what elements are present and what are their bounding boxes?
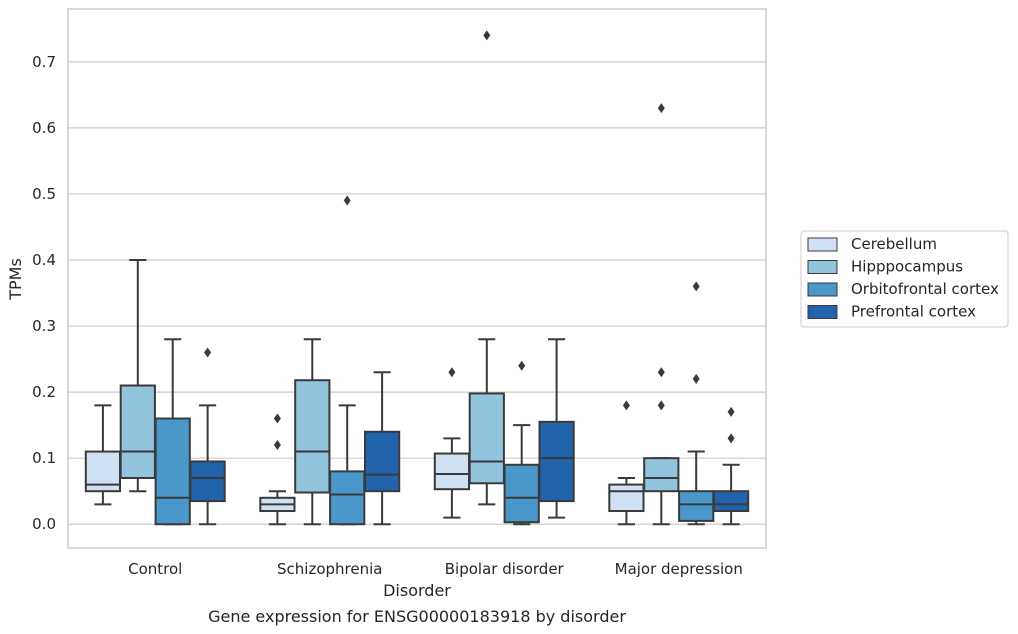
box-group [712,406,750,526]
outlier-point [448,367,456,378]
box-group [259,413,296,526]
plot-frame [67,8,767,549]
y-tick-label: 0.5 [32,185,56,203]
legend-item: Prefrontal cortex [807,303,976,321]
y-tick-label: 0.3 [32,317,56,335]
legend: Cerebellum Hipppocampus Orbitofrontal cort… [800,230,1009,328]
figure-caption: Gene expression for ENSG00000183918 by d… [208,607,626,626]
box-group [678,281,715,526]
box [712,490,750,513]
x-axis-ticks: Control Schizophrenia Bipolar disorder Majo… [128,560,743,578]
legend-label: Hipppocampus [851,258,963,276]
y-tick-label: 0.0 [32,515,56,533]
box [538,420,575,503]
y-tick-label: 0.2 [32,383,56,401]
outlier-point [343,195,351,206]
box [503,463,540,524]
box [468,392,505,485]
outlier-point [727,406,735,417]
box-group [608,400,645,526]
legend-label: Orbitofrontal cortex [851,280,999,298]
outlier-point [657,103,665,114]
outlier-point [273,439,281,450]
outlier-point [727,433,735,444]
box-group [84,404,122,506]
outlier-point [518,360,526,371]
box [294,379,331,494]
box-group [119,259,156,493]
y-tick-label: 0.6 [32,119,56,137]
legend-label: Prefrontal cortex [851,303,976,321]
box [154,417,191,526]
box [608,483,645,513]
outlier-point [657,400,665,411]
box-group [294,338,331,526]
box [189,460,226,503]
outlier-point [273,413,281,424]
outlier-point [657,367,665,378]
y-tick-label: 0.4 [32,251,56,269]
legend-label: Cerebellum [851,235,937,253]
legend-item: Orbitofrontal cortex [807,280,999,298]
y-axis-ticks: 0.0 0.1 0.2 0.3 0.4 0.5 0.6 0.7 [32,53,56,533]
legend-items: Cerebellum Hipppocampus Orbitofrontal cort… [807,235,999,321]
box [433,452,471,491]
box-group [154,338,191,526]
x-axis-title: Disorder [383,581,451,600]
box-group [433,367,471,519]
legend-swatch [807,282,838,297]
y-tick-label: 0.7 [32,53,56,71]
y-axis-title: TPMs [6,258,25,301]
box-group [468,30,505,506]
x-tick-label: Major depression [615,560,743,578]
x-tick-label: Bipolar disorder [445,560,565,578]
box-group [538,338,575,519]
x-tick-label: Control [128,560,182,578]
box [363,430,401,493]
legend-frame [800,230,1009,328]
y-tick-label: 0.1 [32,449,56,467]
box [329,470,366,526]
legend-swatch [807,305,838,319]
outlier-point [692,281,700,292]
box [678,490,715,522]
legend-item: Hipppocampus [807,258,963,276]
legend-item: Cerebellum [807,235,937,253]
box-group [189,347,226,526]
outlier-point [622,400,630,411]
outlier-point [483,30,491,41]
plot-boxes [84,30,750,526]
box-group [643,103,680,526]
outlier-point [204,347,212,358]
box [119,384,156,479]
x-tick-label: Schizophrenia [277,560,382,578]
legend-swatch [807,260,838,274]
box-group [329,195,366,526]
box [643,457,680,493]
box-group [363,371,401,526]
box-group [503,360,540,526]
legend-swatch [807,237,838,252]
outlier-point [692,373,700,384]
